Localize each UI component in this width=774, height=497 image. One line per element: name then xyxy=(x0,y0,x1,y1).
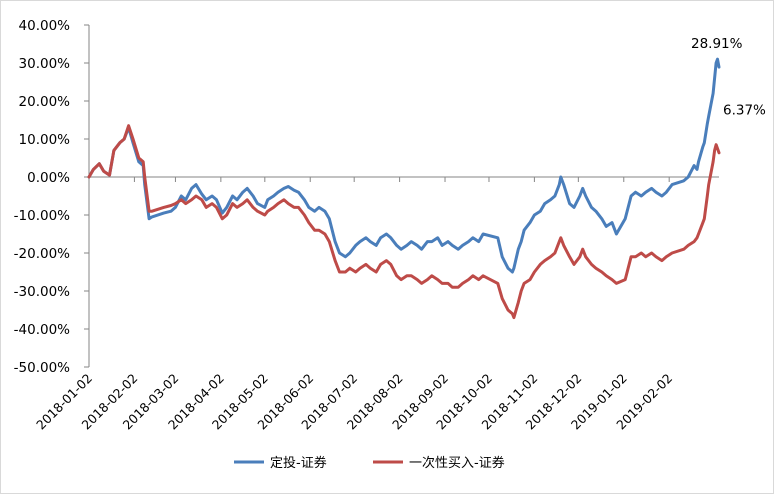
y-tick-label: 0.00% xyxy=(27,170,70,186)
chart-legend: 定投-证券 一次性买入-证券 xyxy=(234,455,505,471)
x-axis-ticks: 2018-01-022018-02-022018-03-022018-04-02… xyxy=(33,177,675,432)
y-tick-label: 20.00% xyxy=(19,94,71,110)
series-end-label-1: 28.91% xyxy=(691,36,743,52)
y-tick-label: -20.00% xyxy=(14,246,71,262)
y-tick-label: -10.00% xyxy=(14,208,71,224)
y-tick-label: 30.00% xyxy=(19,56,71,72)
series-line-1 xyxy=(87,57,721,274)
y-tick-label: 10.00% xyxy=(19,132,71,148)
series-layer xyxy=(87,57,721,320)
legend-label-1: 定投-证券 xyxy=(270,455,327,471)
legend-label-2: 一次性买入-证券 xyxy=(409,455,505,471)
end-labels: 28.91% 6.37% xyxy=(691,36,766,119)
y-tick-label: -40.00% xyxy=(14,322,71,338)
y-tick-label: 40.00% xyxy=(19,18,71,34)
y-tick-label: -30.00% xyxy=(14,284,71,300)
series-line-2 xyxy=(87,124,721,320)
y-tick-label: -50.00% xyxy=(14,360,71,376)
y-axis-ticks: 40.00% 30.00% 20.00% 10.00% 0.00% -10.00% -20.… xyxy=(14,18,89,376)
series-end-label-2: 6.37% xyxy=(723,103,766,119)
